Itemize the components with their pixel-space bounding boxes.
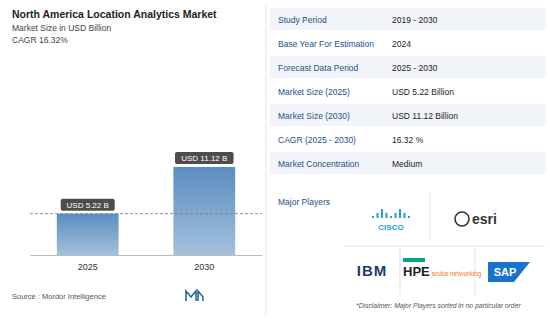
- table-value: USD 11.12 Billion: [392, 111, 458, 121]
- disclaimer: *Disclaimer: Major Players sorted in no …: [356, 302, 521, 310]
- table-value: 2024: [392, 39, 411, 49]
- table-row-bg: [270, 32, 546, 54]
- table-row-bg: [270, 104, 546, 126]
- bar: [57, 214, 119, 255]
- player-logo: IBM: [357, 262, 388, 279]
- logo-shape: [372, 216, 374, 218]
- logo-shape: [488, 262, 530, 282]
- logo-shape: [395, 213, 397, 218]
- logo-shape: [399, 209, 401, 218]
- logo-esri: esri: [455, 211, 497, 227]
- title: North America Location Analytics Market: [12, 8, 217, 20]
- source-logo-mark: [186, 291, 203, 301]
- data-label-box: [175, 152, 234, 164]
- table-value: 2025 - 2030: [392, 63, 438, 73]
- logo-shape: [390, 216, 392, 218]
- x-tick-label: 2025: [78, 262, 98, 272]
- table-row-bg: [270, 128, 546, 150]
- table-label: Study Period: [278, 15, 327, 25]
- plot-area: [57, 167, 235, 255]
- logo-shape: [403, 258, 425, 262]
- background: [0, 0, 550, 319]
- table-row-bg: [270, 152, 546, 174]
- player-logo: CISCO: [378, 223, 403, 232]
- logo-shape: [377, 213, 379, 218]
- table-value: USD 5.22 Billion: [392, 87, 454, 97]
- x-axis-line: [31, 255, 263, 256]
- x-tick: 2025: [78, 255, 98, 272]
- logo-cisco: CISCO: [372, 209, 410, 232]
- players-grid: [345, 246, 545, 247]
- data-label: USD 5.22 B: [67, 201, 109, 210]
- logo-shape: [381, 209, 383, 218]
- subtitle: Market Size in USD Billion: [12, 23, 111, 33]
- logo-shape: [408, 216, 410, 218]
- players-grid: [400, 246, 401, 295]
- table-row-bg: [270, 8, 546, 30]
- players-title: Major Players: [278, 197, 330, 207]
- table-value: Medium: [392, 159, 422, 169]
- player-logo: SAP: [494, 266, 517, 278]
- reference-line: [30, 213, 262, 214]
- x-tick: 2030: [194, 255, 214, 272]
- bar: [173, 167, 235, 255]
- player-logo: HPE aruba networking: [403, 264, 482, 279]
- players-grid: [430, 192, 431, 240]
- source: Source : Mordor Intelligence: [12, 292, 106, 301]
- table-row-bg: [270, 80, 546, 102]
- logo-shape: [404, 213, 406, 218]
- source-logo: [186, 291, 203, 301]
- table-label: CAGR (2025 - 2030): [278, 135, 356, 145]
- player-logo: esri: [472, 211, 497, 227]
- table-label: Market Size (2030): [278, 111, 350, 121]
- data-label: USD 11.12 B: [181, 154, 227, 163]
- annotation: CAGR 16.32%: [12, 35, 68, 45]
- table-value: 2019 - 2030: [392, 15, 438, 25]
- table-label: Market Concentration: [278, 159, 360, 169]
- logo-shape: [386, 213, 388, 218]
- table-value: 16.32 %: [392, 135, 424, 145]
- x-tick-label: 2030: [194, 262, 214, 272]
- logo-shape: [455, 212, 469, 226]
- table-row-bg: [270, 56, 546, 78]
- table-label: Forecast Data Period: [278, 63, 359, 73]
- table-label: Market Size (2025): [278, 87, 350, 97]
- panel-divider: [266, 4, 267, 315]
- data-label-box: [61, 199, 115, 211]
- x-axis: 2025 2030: [31, 255, 263, 272]
- table-label: Base Year For Estimation: [278, 39, 374, 49]
